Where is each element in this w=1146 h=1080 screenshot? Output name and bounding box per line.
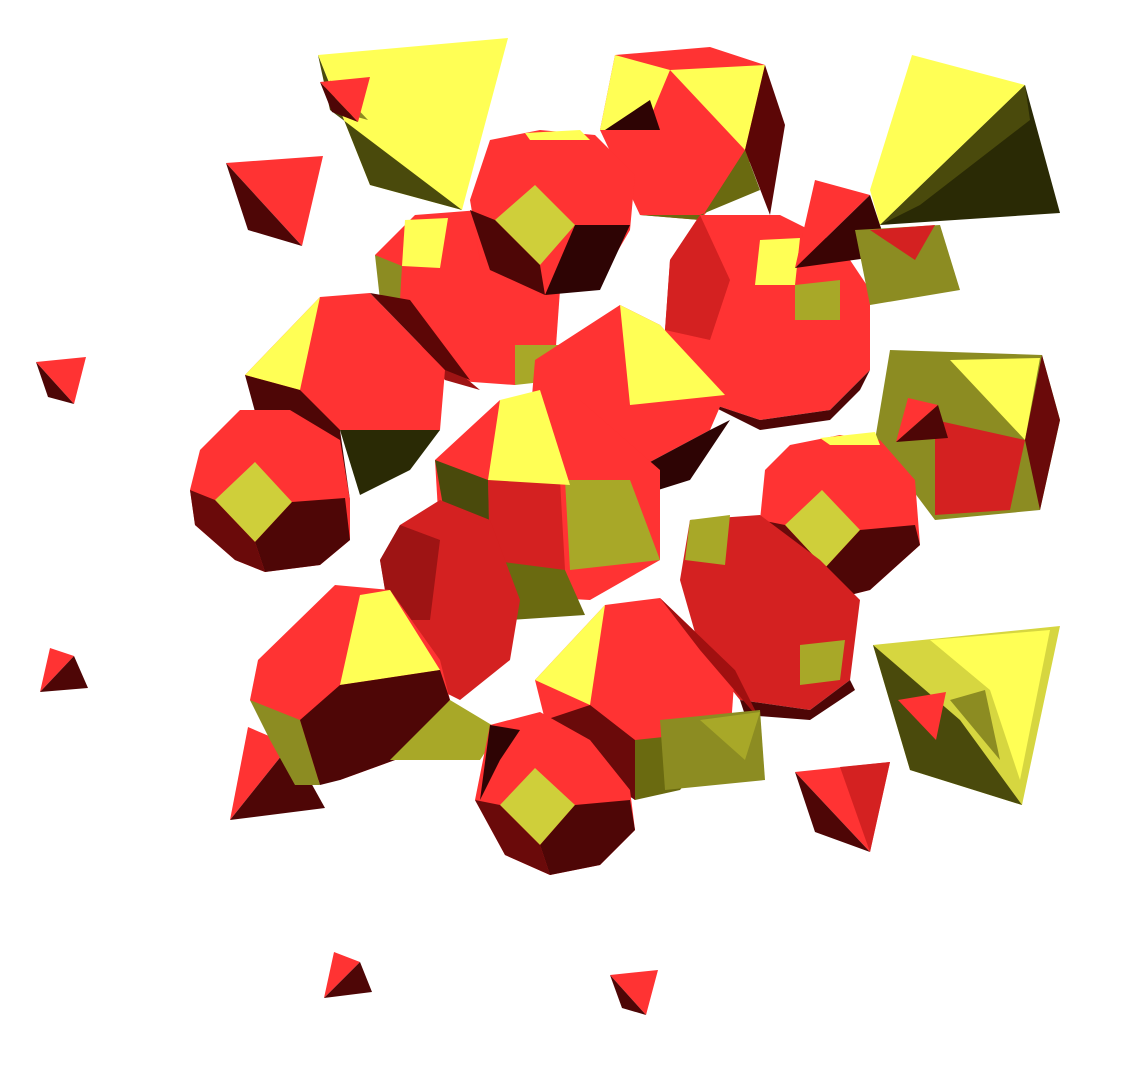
- truncated-tetrahedron-top-right: [870, 55, 1060, 225]
- truncated-tetrahedron-right-upper: [875, 350, 1060, 520]
- truncated-tetrahedron-lower-right: [660, 710, 765, 790]
- tetrahedron-small-2: [226, 156, 323, 246]
- truncated-tetrahedron-right-mid: [855, 225, 960, 305]
- tetrahedron-small-4: [40, 648, 88, 692]
- truncated-octahedron-top-center: [600, 47, 785, 220]
- tetrahedron-small-10: [896, 398, 948, 442]
- truncated-octahedron-bottom: [475, 712, 635, 875]
- truncated-tetrahedron-right: [873, 626, 1060, 805]
- tetrahedron-small-6: [324, 952, 372, 998]
- tetrahedron-small-9: [898, 692, 946, 740]
- truncated-octahedron-far-left: [190, 410, 350, 572]
- truncated-octahedron-center-right: [665, 215, 870, 430]
- tetrahedron-small-8: [795, 762, 890, 852]
- truncated-octahedron-right-mid: [760, 432, 920, 600]
- truncated-octahedron-top-mid: [470, 130, 635, 295]
- tetrahedron-small-5: [230, 727, 325, 820]
- tetrahedron-small-7: [610, 970, 658, 1015]
- tetrahedron-small-1: [320, 77, 370, 122]
- truncated-octahedron-lower-left: [250, 585, 500, 785]
- tetrahedron-small-3: [36, 357, 86, 404]
